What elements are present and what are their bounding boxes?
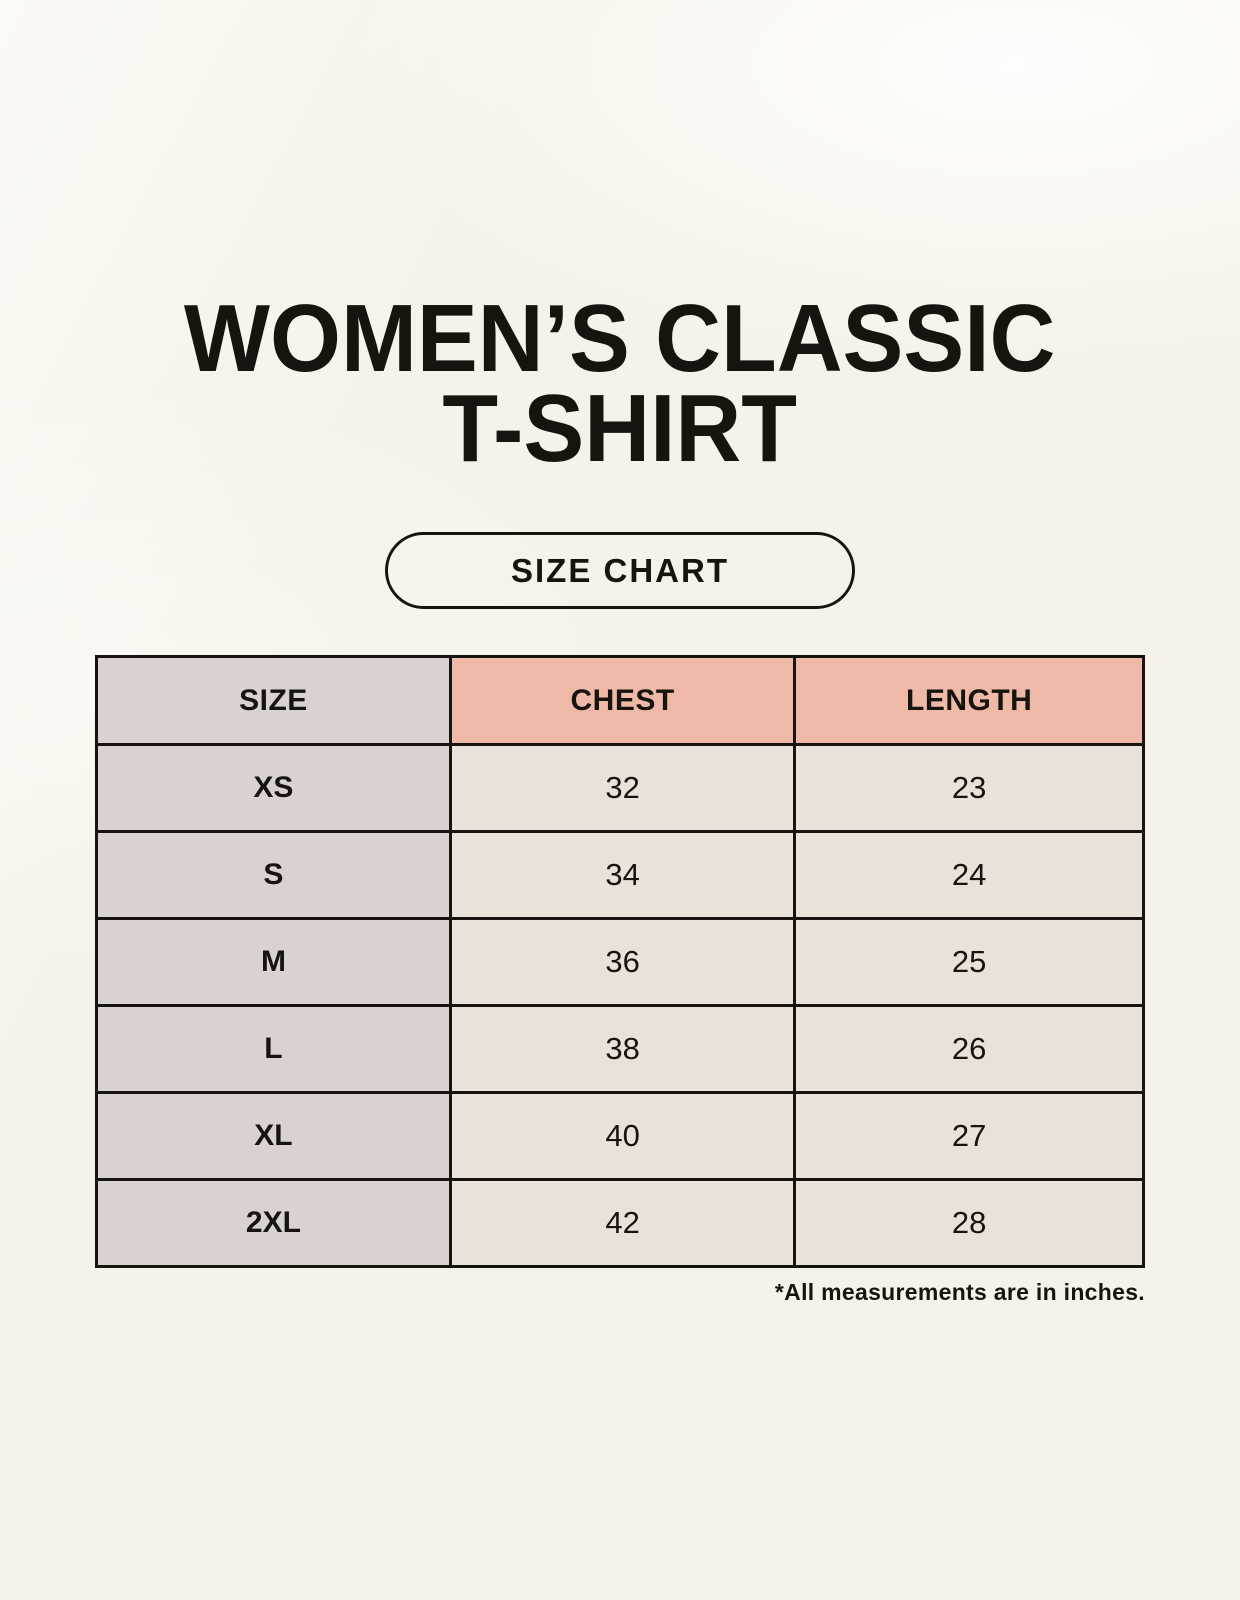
chest-value: 36 — [448, 917, 797, 1007]
size-label: L — [95, 1004, 452, 1094]
size-chart-button[interactable]: SIZE CHART — [385, 532, 855, 609]
page-title-line2: T-SHIRT — [442, 375, 798, 482]
size-label: 2XL — [95, 1178, 452, 1268]
page-title: WOMEN’S CLASSIC T-SHIRT — [184, 285, 1056, 482]
chest-value: 42 — [448, 1178, 797, 1268]
length-value: 27 — [793, 1091, 1145, 1181]
table-row-l: L 38 26 — [95, 1004, 1145, 1094]
table-row-m: M 36 25 — [95, 917, 1145, 1007]
length-value: 24 — [793, 830, 1145, 920]
table-row-2xl: 2XL 42 28 — [95, 1178, 1145, 1268]
column-header-length: LENGTH — [793, 655, 1145, 746]
chest-value: 32 — [448, 743, 797, 833]
column-header-chest: CHEST — [448, 655, 797, 746]
length-value: 26 — [793, 1004, 1145, 1094]
table-row-xs: XS 32 23 — [95, 743, 1145, 833]
size-label: XS — [95, 743, 452, 833]
size-label: M — [95, 917, 452, 1007]
chest-value: 38 — [448, 1004, 797, 1094]
size-label: XL — [95, 1091, 452, 1181]
length-value: 25 — [793, 917, 1145, 1007]
measurements-footnote: *All measurements are in inches. — [774, 1279, 1145, 1305]
size-label: S — [95, 830, 452, 920]
column-header-size: SIZE — [95, 655, 452, 746]
size-chart-button-label: SIZE CHART — [511, 551, 729, 589]
chest-value: 34 — [448, 830, 797, 920]
page-title-line1: WOMEN’S CLASSIC — [184, 285, 1056, 392]
header-row: SIZE CHEST LENGTH — [95, 655, 1145, 746]
length-value: 23 — [793, 743, 1145, 833]
table-row-xl: XL 40 27 — [95, 1091, 1145, 1181]
chest-value: 40 — [448, 1091, 797, 1181]
length-value: 28 — [793, 1178, 1145, 1268]
size-chart-table: SIZE CHEST LENGTH XS 32 23 S 34 24 M 36 … — [95, 655, 1145, 1268]
table-row-s: S 34 24 — [95, 830, 1145, 920]
